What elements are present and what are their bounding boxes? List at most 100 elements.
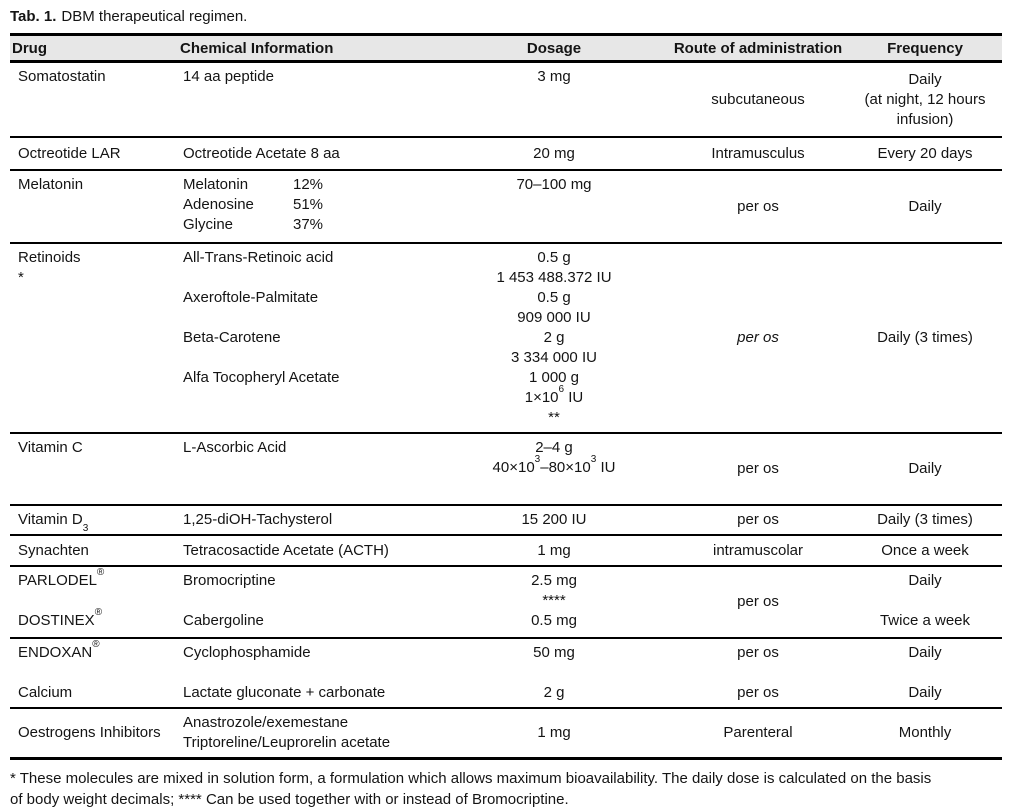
route-cell: per os [668, 571, 848, 633]
cell-line: Beta-Carotene [183, 329, 281, 346]
table-row: Oestrogens Inhibitors Anastrozole/exemest… [10, 707, 1002, 757]
cell-line: Octreotide LAR [18, 144, 121, 162]
cell-line: 2 g [543, 684, 565, 701]
cell-line: 1 mg [537, 541, 571, 559]
route-cell: intramuscolar [668, 540, 848, 561]
cell-line: Octreotide Acetate 8 aa [183, 144, 340, 162]
cell-line: L-Ascorbic Acid [183, 439, 287, 456]
cell-line: 70–100 mg [516, 176, 592, 193]
cell-line [183, 663, 440, 683]
frequency-cell: Daily (3 times) [848, 510, 1002, 530]
cell-line: per os [737, 684, 779, 701]
drug-cell: Oestrogens Inhibitors [10, 713, 178, 753]
chemical-cell: All-Trans-Retinoic acid Axeroftole-Palmi… [178, 248, 440, 428]
cell-line: Daily [908, 197, 942, 215]
cell-line: Adenosine 51% [183, 196, 324, 213]
cell-line: DOSTINEX® [18, 606, 103, 629]
cell-line: ** [548, 409, 560, 426]
cell-line: 1 000 g [528, 369, 580, 386]
cell-line: 40×103–80×103 IU [492, 453, 616, 476]
frequency-cell: Daily (3 times) [848, 248, 1002, 428]
cell-line: Daily (3 times) [877, 329, 973, 346]
cell-line: 0.5 g [537, 289, 571, 306]
table-row: Melatonin Melatonin 12% Adenosine 51% Glycine… [10, 169, 1002, 242]
column-header-dosage: Dosage [526, 39, 582, 57]
route-cell: Intramusculus [668, 142, 848, 165]
cell-line: 15 200 IU [521, 511, 587, 528]
cell-line: Daily [908, 70, 942, 88]
dosage-cell: 50 mg 2 g [440, 643, 668, 703]
table-row: Vitamin D3 1,25-diOH-Tachysterol 15 200 IU… [10, 504, 1002, 534]
chemical-cell: Tetracosactide Acetate (ACTH) [178, 540, 440, 561]
cell-line: Cabergoline [183, 612, 264, 629]
cell-line: PARLODEL® [18, 566, 105, 589]
cell-line: subcutaneous [711, 90, 805, 108]
frequency-cell: Daily [848, 438, 1002, 500]
cell-line: * [18, 269, 24, 286]
cell-line: Retinoids [18, 249, 81, 266]
cell-line: Once a week [881, 541, 969, 559]
cell-line: 20 mg [533, 144, 575, 162]
cell-line: Cyclophosphamide [183, 644, 311, 661]
drug-cell: Retinoids * [10, 248, 178, 428]
cell-line: per os [737, 329, 779, 346]
cell-line: 3 334 000 IU [511, 349, 597, 366]
cell-line: 1 453 488.372 IU [496, 269, 612, 286]
drug-cell: PARLODEL® DOSTINEX® [10, 566, 178, 633]
dosage-cell: 15 200 IU [440, 510, 668, 530]
column-header-frequency: Frequency [887, 39, 963, 57]
chemical-cell: Melatonin 12% Adenosine 51% Glycine 37% [178, 175, 440, 238]
cell-line: Axeroftole-Palmitate [183, 289, 319, 306]
frequency-cell: Monthly [848, 713, 1002, 753]
cell-line: 909 000 IU [517, 309, 591, 326]
dosage-cell: 1 mg [440, 713, 668, 753]
cell-line: Daily (3 times) [877, 511, 973, 528]
route-cell: subcutaneous [668, 67, 848, 132]
cell-line: Daily [908, 460, 942, 477]
cell-line: Anastrozole/exemestane [183, 714, 349, 731]
cell-line: Daily [908, 684, 942, 701]
chemical-cell: 1,25-diOH-Tachysterol [178, 510, 440, 530]
chemical-cell: Bromocriptine Cabergoline [178, 571, 440, 633]
dosage-cell: 0.5 g 1 453 488.372 IU 0.5 g 909 000 IU 2 g 3… [440, 248, 668, 428]
cell-line: Monthly [898, 724, 952, 741]
table-row: ENDOXAN® Calcium Cyclophosphamide Lactate… [10, 637, 1002, 707]
cell-line [440, 663, 668, 683]
frequency-cell: Daily (at night, 12 hours infusion) [848, 67, 1002, 132]
table-footnote: * These molecules are mixed in solution … [10, 768, 1002, 810]
cell-line [183, 268, 440, 288]
cell-line: per os [737, 197, 779, 215]
table-row: Somatostatin 14 aa peptide 3 mg subcutaneou… [10, 63, 1002, 136]
cell-line: **** [542, 592, 566, 609]
column-header-chemical: Chemical Information [180, 39, 334, 57]
dosage-cell: 2–4 g 40×103–80×103 IU [440, 438, 668, 500]
cell-line: Somatostatin [18, 68, 106, 85]
cell-line: Melatonin [18, 176, 84, 193]
cell-line: Triptoreline/Leuprorelin acetate [183, 734, 391, 751]
cell-line: 1,25-diOH-Tachysterol [183, 511, 333, 528]
cell-line: 0.5 g [537, 249, 571, 266]
cell-line: Calcium [18, 684, 73, 701]
cell-line [848, 591, 1002, 611]
cell-line: infusion) [896, 110, 954, 128]
table-row: PARLODEL® DOSTINEX® Bromocriptine Cabergo… [10, 565, 1002, 637]
cell-line: 0.5 mg [531, 612, 577, 629]
drug-cell: Octreotide LAR [10, 142, 178, 165]
drug-cell: Somatostatin [10, 67, 178, 132]
cell-line: All-Trans-Retinoic acid [183, 249, 334, 266]
chemical-cell: Anastrozole/exemestane Triptoreline/Leupr… [178, 713, 440, 753]
route-cell: per os [668, 248, 848, 428]
table-row: Retinoids * All-Trans-Retinoic acid Axerof… [10, 242, 1002, 432]
cell-line: per os [737, 460, 779, 477]
dosage-cell: 20 mg [440, 142, 668, 165]
table-row: Octreotide LAR Octreotide Acetate 8 aa 20 … [10, 136, 1002, 169]
route-cell: per os [668, 438, 848, 500]
dosage-cell: 2.5 mg **** 0.5 mg [440, 571, 668, 633]
cell-line: per os [737, 593, 779, 610]
column-header-route: Route of administration [673, 39, 843, 57]
cell-line: Alfa Tocopheryl Acetate [183, 369, 340, 386]
table-header-row: Drug Chemical Information Dosage Route o… [10, 36, 1002, 63]
cell-line: 14 aa peptide [183, 68, 274, 85]
table-body: Somatostatin 14 aa peptide 3 mg subcutaneou… [10, 63, 1002, 757]
frequency-cell: Daily [848, 175, 1002, 238]
